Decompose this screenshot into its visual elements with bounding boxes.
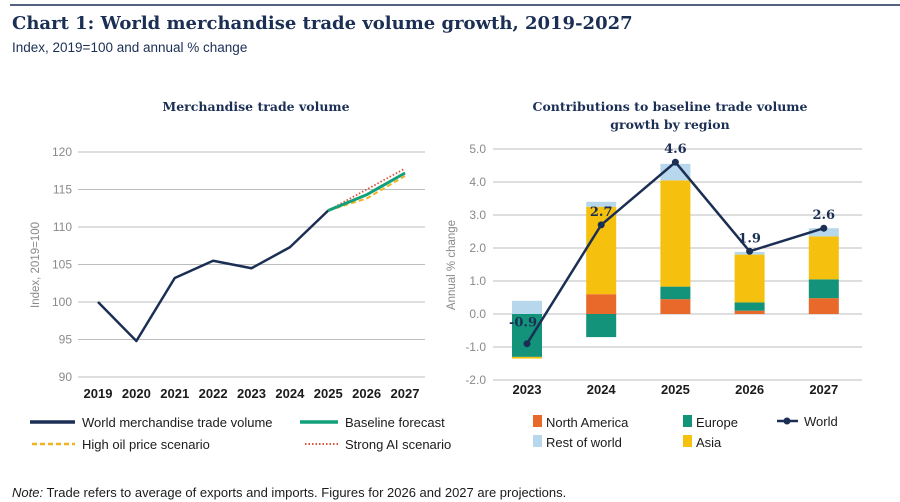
legend-label-europe: Europe xyxy=(696,415,738,430)
y-tick-label: 100 xyxy=(52,295,72,309)
bar-rest-of-world-2027 xyxy=(808,228,839,237)
world-point-2026 xyxy=(746,247,754,255)
legend-label-strong-ai: Strong AI scenario xyxy=(345,437,451,452)
x-tick-label: 2025 xyxy=(314,386,343,401)
x-tick-label: 2025 xyxy=(661,382,690,397)
y-tick-label: 105 xyxy=(52,258,72,272)
legend-swatch-north-america xyxy=(533,415,542,427)
y-tick-label: 90 xyxy=(59,370,73,384)
footnote-text: Trade refers to average of exports and i… xyxy=(43,485,566,500)
x-tick-label: 2024 xyxy=(587,382,617,397)
legend-label-baseline: Baseline forecast xyxy=(345,415,445,430)
world-data-label: 2.7 xyxy=(590,205,613,220)
left-legend: World merchandise trade volume Baseline … xyxy=(30,415,451,452)
bar-asia-2025 xyxy=(660,180,691,287)
bar-north-america-2025 xyxy=(660,299,691,314)
world-data-label: -0.9 xyxy=(509,316,537,331)
legend-label-world: World xyxy=(804,414,838,429)
x-tick-label: 2022 xyxy=(199,386,228,401)
series-line-strong-ai-scenario xyxy=(327,167,406,212)
y-tick-label: 2.0 xyxy=(469,241,486,255)
legend-label-asia: Asia xyxy=(696,435,722,450)
right-legend: North America Europe World Rest of world… xyxy=(533,414,838,450)
bar-north-america-2026 xyxy=(734,310,765,314)
series-line-baseline-forecast xyxy=(327,171,406,212)
world-data-label: 4.6 xyxy=(664,142,687,157)
world-point-2027 xyxy=(820,224,828,232)
chart-subtitle: Index, 2019=100 and annual % change xyxy=(12,40,247,55)
bar-rest-of-world-2024 xyxy=(586,201,617,207)
chart-title: Chart 1: World merchandise trade volume … xyxy=(12,13,633,34)
legend-label-north-america: North America xyxy=(546,415,629,430)
series-line-high-oil-price-scenario xyxy=(327,175,406,212)
footnote: Note: Trade refers to average of exports… xyxy=(12,485,566,500)
y-tick-label: 115 xyxy=(53,183,72,197)
x-tick-label: 2020 xyxy=(122,386,151,401)
legend-swatch-europe xyxy=(683,415,692,427)
left-y-axis-label: Index, 2019=100 xyxy=(30,222,42,308)
y-tick-label: 95 xyxy=(59,333,73,347)
bar-asia-2023 xyxy=(512,356,542,359)
y-tick-label: 0.0 xyxy=(469,307,486,321)
right-y-axis-label: Annual % change xyxy=(446,220,458,310)
bar-asia-2024 xyxy=(586,206,617,295)
y-tick-label: 3.0 xyxy=(469,208,486,222)
x-tick-label: 2026 xyxy=(735,382,764,397)
world-point-2024 xyxy=(597,221,605,229)
y-tick-label: 4.0 xyxy=(469,175,486,189)
world-point-2023 xyxy=(523,340,531,348)
footnote-label: Note: xyxy=(12,485,43,500)
legend-marker-world xyxy=(783,417,791,425)
y-tick-label: 5.0 xyxy=(469,142,486,156)
y-tick-label: 110 xyxy=(53,220,72,234)
bar-north-america-2024 xyxy=(586,294,617,314)
series-line-world-merchandise-trade-volume xyxy=(97,209,330,343)
x-tick-label: 2023 xyxy=(513,382,542,397)
x-tick-label: 2023 xyxy=(237,386,266,401)
bar-asia-2027 xyxy=(808,236,839,280)
bar-europe-2026 xyxy=(734,302,765,311)
left-line-chart: 90 95 100 105 110 115 120 2019 2020 2021 2022 2023 2… xyxy=(52,145,425,401)
right-bar-chart: -2.0 -1.0 0.0 1.0 2.0 3.0 4.0 5.0 2023 2024 2025 20… xyxy=(465,142,862,397)
legend-swatch-rest-of-world xyxy=(533,435,542,447)
bar-europe-2025 xyxy=(660,286,691,300)
bar-europe-2024 xyxy=(586,314,617,338)
legend-label-rest-of-world: Rest of world xyxy=(546,435,622,450)
bar-europe-2023 xyxy=(512,314,542,357)
legend-swatch-asia xyxy=(683,435,692,447)
legend-label-high-oil: High oil price scenario xyxy=(82,437,210,452)
x-tick-label: 2024 xyxy=(275,386,305,401)
bar-north-america-2027 xyxy=(808,298,839,314)
bar-asia-2026 xyxy=(734,254,765,303)
left-chart-title: Merchandise trade volume xyxy=(162,99,349,114)
y-tick-label: 1.0 xyxy=(469,274,486,288)
world-data-label: 2.6 xyxy=(812,208,835,223)
y-tick-label: -1.0 xyxy=(465,340,486,354)
x-tick-label: 2026 xyxy=(352,386,381,401)
bar-rest-of-world-2023 xyxy=(512,300,542,314)
y-tick-label: 120 xyxy=(52,145,72,159)
legend-label-world-volume: World merchandise trade volume xyxy=(82,415,273,430)
world-point-2025 xyxy=(671,158,679,166)
x-tick-label: 2027 xyxy=(391,386,420,401)
x-tick-label: 2027 xyxy=(809,382,838,397)
y-tick-label: -2.0 xyxy=(465,373,486,387)
x-tick-label: 2021 xyxy=(160,386,189,401)
right-chart-title-line1: Contributions to baseline trade volume xyxy=(533,99,808,114)
world-data-label: 1.9 xyxy=(738,231,761,246)
bar-europe-2027 xyxy=(808,279,839,299)
x-tick-label: 2019 xyxy=(84,386,113,401)
right-chart-title-line2: growth by region xyxy=(610,117,729,132)
